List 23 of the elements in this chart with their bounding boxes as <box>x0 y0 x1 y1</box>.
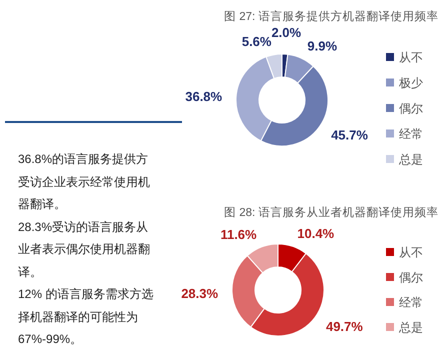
legend-label: 从不 <box>399 50 423 64</box>
legend-label: 从不 <box>399 246 423 260</box>
text: 36.8%的语言服务提供方受访企业表示经常使用机器翻译。 <box>18 151 151 213</box>
data-label: 5.6% <box>242 34 272 49</box>
text: 12% 的语言服务需求方选择机器翻译的可能性为 67%-99%。 <box>18 286 154 348</box>
data-label: 28.3% <box>181 286 218 301</box>
legend-label: 极少 <box>398 76 423 90</box>
data-label: 49.7% <box>326 319 364 334</box>
data-label: 2.0% <box>271 25 302 40</box>
data-label: 11.6% <box>220 226 258 242</box>
legend-label: 偶尔 <box>399 102 423 116</box>
chart-title: 图 28: 语言服务从业者机器翻译使用频率 <box>224 205 438 219</box>
legend-label: 总是 <box>398 152 423 166</box>
legend-label: 总是 <box>398 320 423 334</box>
data-label: 10.4% <box>297 226 335 242</box>
legend-label: 经常 <box>399 296 423 310</box>
text: 28.3%受访的语言服务从业者表示偶尔使用机器翻译。 <box>18 218 151 280</box>
chart-title: 图 27: 语言服务提供方机器翻译使用频率 <box>224 9 438 23</box>
data-label: 36.8% <box>185 89 223 104</box>
data-label: 45.7% <box>331 128 368 142</box>
legend-label: 偶尔 <box>399 270 423 284</box>
legend-label: 经常 <box>399 127 423 141</box>
data-label: 9.9% <box>307 38 338 54</box>
